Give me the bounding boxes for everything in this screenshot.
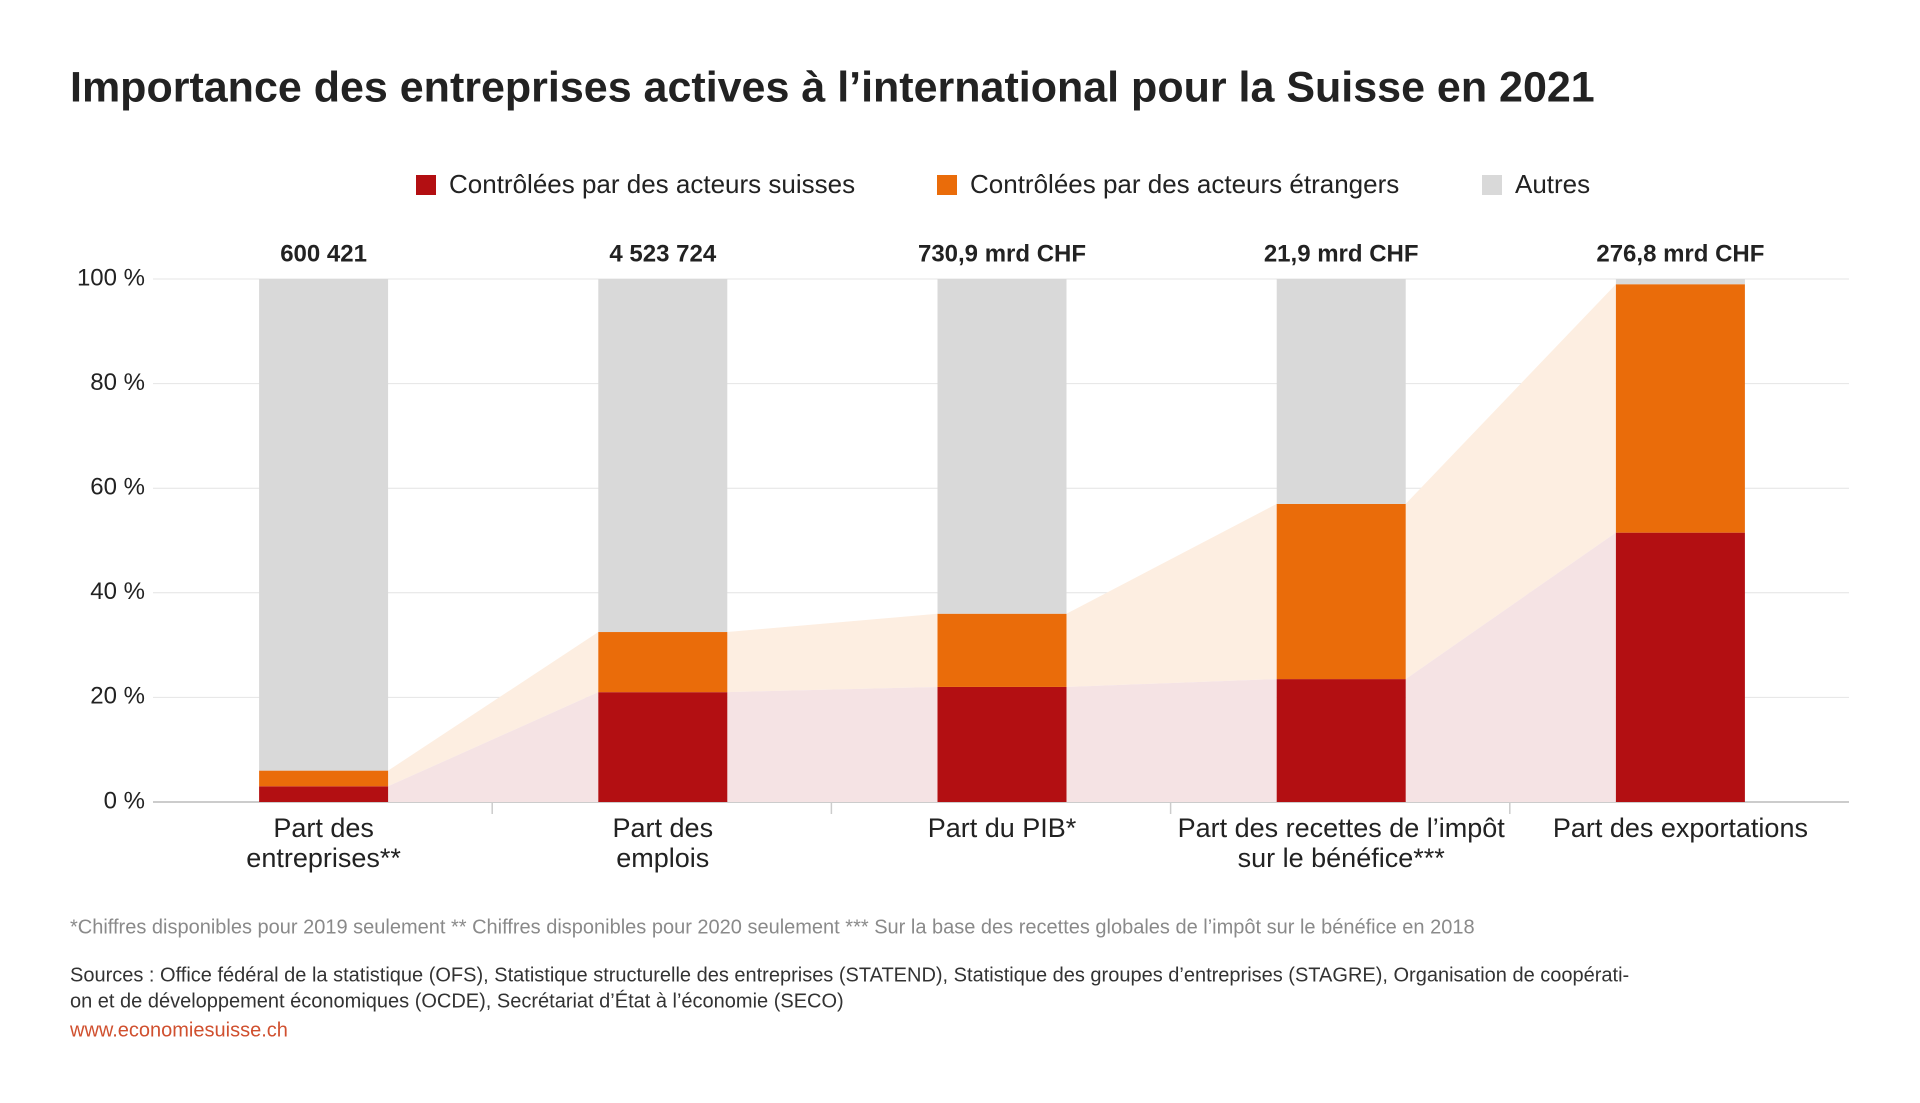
bar-segment [1276, 279, 1406, 504]
x-tick-label: Part des emplois [613, 813, 714, 873]
legend-swatch [1482, 175, 1502, 195]
source-url: www.economiesuisse.ch [69, 1019, 288, 1041]
sources: Sources : Office fédéral de la statistiq… [70, 964, 1629, 986]
bar-segment [598, 632, 728, 693]
legend-label: Contrôlées par des acteurs étrangers [970, 169, 1399, 199]
legend-label: Contrôlées par des acteurs suisses [449, 169, 855, 199]
bar-segment [1276, 503, 1406, 680]
legend-label: Autres [1515, 169, 1590, 199]
bar-segment [937, 686, 1067, 802]
legend-swatch [416, 175, 436, 195]
y-tick-label: 20 % [90, 683, 145, 710]
y-tick-label: 60 % [90, 474, 145, 501]
bar-segment [1276, 679, 1406, 802]
connector-area [1405, 284, 1616, 680]
bar-segment [259, 770, 389, 787]
connector-area [1066, 679, 1277, 802]
total-label: 21,9 mrd CHF [1264, 240, 1419, 267]
x-tick-label: Part du PIB* [928, 813, 1077, 843]
total-label: 730,9 mrd CHF [918, 240, 1086, 267]
bar-segment [598, 692, 728, 802]
x-tick-label: Part des entreprises** [246, 813, 401, 873]
total-label: 600 421 [280, 240, 367, 267]
sources: on et de développement économiques (OCDE… [70, 989, 844, 1012]
connector-area [388, 632, 599, 787]
bar-segment [937, 279, 1067, 614]
y-tick-label: 80 % [90, 369, 145, 396]
y-tick-label: 100 % [77, 264, 145, 291]
bar-segment [937, 613, 1067, 687]
bar-segment [259, 786, 389, 802]
bar-segment [1615, 532, 1745, 802]
connector-area [1405, 532, 1616, 802]
connector-area [727, 686, 938, 802]
total-label: 276,8 mrd CHF [1596, 240, 1764, 267]
bar-segment [1615, 279, 1745, 285]
total-label: 4 523 724 [609, 240, 716, 267]
legend-swatch [937, 175, 957, 195]
y-tick-label: 0 % [104, 787, 145, 814]
chart-title: Importance des entreprises actives à l’i… [70, 63, 1595, 111]
connector-area [388, 692, 599, 802]
connector-area [1066, 503, 1277, 687]
y-tick-label: 40 % [90, 578, 145, 605]
x-tick-label: Part des recettes de l’impôt sur le bénéf… [1178, 813, 1506, 873]
bar-segment [598, 279, 728, 633]
connector-area [727, 613, 938, 693]
bar-segment [1615, 284, 1745, 533]
footnote: *Chiffres disponibles pour 2019 seulemen… [70, 916, 1475, 938]
x-tick-label: Part des exportations [1553, 813, 1808, 843]
bar-segment [259, 279, 389, 771]
